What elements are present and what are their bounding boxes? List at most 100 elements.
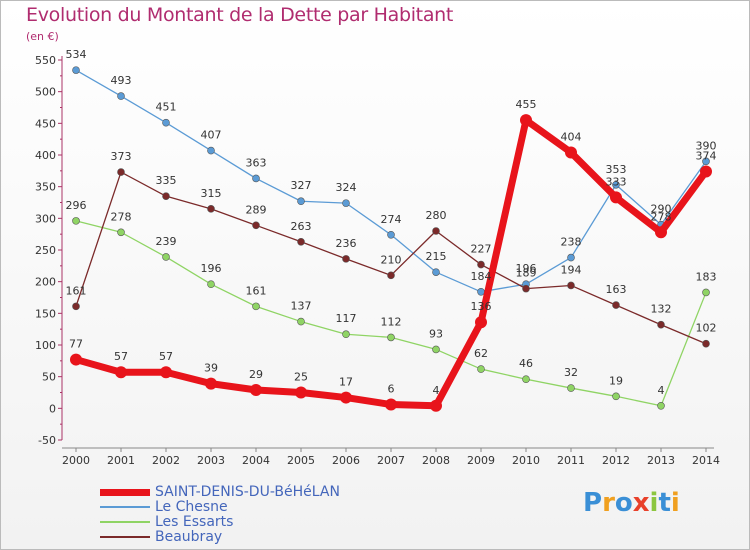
legend-label: Les Essarts xyxy=(155,514,234,530)
data-label: 32 xyxy=(564,366,578,379)
series-point-2 xyxy=(117,228,125,237)
series-point-0 xyxy=(475,316,487,329)
data-label: 57 xyxy=(114,350,128,363)
series-point-1 xyxy=(477,287,485,296)
series-point-3 xyxy=(342,255,350,263)
y-tick-label: 500 xyxy=(35,86,56,99)
series-point-1 xyxy=(387,231,395,239)
x-tick-label: 2013 xyxy=(647,454,675,467)
x-tick-label: 2014 xyxy=(692,454,720,467)
data-label: 455 xyxy=(516,98,537,111)
logo-letter: r xyxy=(602,488,615,518)
data-label: 29 xyxy=(249,368,263,381)
data-label: 196 xyxy=(516,262,537,275)
data-label: 161 xyxy=(246,284,267,297)
data-label: 353 xyxy=(606,163,627,176)
data-label: 363 xyxy=(246,156,267,169)
legend-swatch xyxy=(100,536,150,538)
series-point-0 xyxy=(700,165,712,178)
unit-label: (en €) xyxy=(26,30,59,43)
series-point-2 xyxy=(657,401,665,410)
data-label: 184 xyxy=(471,270,492,283)
data-label: 274 xyxy=(381,213,402,226)
data-label: 183 xyxy=(696,270,717,283)
series-point-2 xyxy=(612,392,620,401)
x-tick-label: 2000 xyxy=(62,454,90,467)
data-label: 6 xyxy=(388,383,395,396)
data-label: 19 xyxy=(609,374,623,387)
series-point-1 xyxy=(207,146,215,155)
series-point-2 xyxy=(72,217,80,225)
series-point-3 xyxy=(162,192,170,200)
series-point-0 xyxy=(115,366,127,379)
data-label: 17 xyxy=(339,376,353,389)
series-point-1 xyxy=(297,197,305,206)
x-tick-label: 2007 xyxy=(377,454,405,467)
data-label: 189 xyxy=(516,267,537,280)
series-point-3 xyxy=(297,237,305,246)
data-label: 493 xyxy=(111,74,132,87)
series-point-3 xyxy=(567,281,575,290)
series-point-1 xyxy=(702,157,710,166)
series-point-2 xyxy=(342,330,350,339)
series-point-3 xyxy=(72,302,80,311)
data-label: 161 xyxy=(66,284,87,297)
logo-letter: x xyxy=(632,488,650,518)
data-label: 25 xyxy=(294,371,308,384)
data-label: 236 xyxy=(336,237,357,250)
data-label: 239 xyxy=(156,235,177,248)
series-point-0 xyxy=(430,399,442,412)
series-point-2 xyxy=(387,333,395,342)
y-tick-label: 100 xyxy=(35,339,56,352)
y-tick-label: 350 xyxy=(35,181,56,194)
data-label: 280 xyxy=(426,209,447,222)
x-tick-label: 2002 xyxy=(152,454,180,467)
data-label: 112 xyxy=(381,315,402,328)
data-label: 227 xyxy=(471,243,492,256)
logo-letter: P xyxy=(583,488,603,518)
data-label: 315 xyxy=(201,187,222,200)
y-tick-label: 300 xyxy=(35,212,56,225)
x-tick-label: 2001 xyxy=(107,454,135,467)
data-label: 215 xyxy=(426,250,447,263)
series-point-2 xyxy=(252,302,260,311)
series-point-2 xyxy=(477,365,485,373)
data-label: 333 xyxy=(606,175,627,188)
data-label: 62 xyxy=(474,347,488,360)
data-label: 390 xyxy=(696,139,717,152)
data-label: 238 xyxy=(561,236,582,249)
legend-swatch xyxy=(100,506,150,508)
data-label: 335 xyxy=(156,174,177,187)
data-label: 278 xyxy=(111,210,132,223)
series-point-0 xyxy=(610,191,622,204)
series-point-3 xyxy=(252,221,260,230)
x-tick-label: 2012 xyxy=(602,454,630,467)
series-point-0 xyxy=(250,383,262,396)
series-point-1 xyxy=(72,66,80,74)
x-tick-label: 2003 xyxy=(197,454,225,467)
y-tick-label: 200 xyxy=(35,276,56,289)
logo-letter: t xyxy=(658,488,671,518)
series-point-0 xyxy=(295,386,307,399)
x-tick-label: 2010 xyxy=(512,454,540,467)
y-tick-label: 250 xyxy=(35,244,56,257)
legend-label: Le Chesne xyxy=(155,499,228,515)
data-label: 163 xyxy=(606,283,627,296)
legend-swatch xyxy=(100,521,150,523)
x-tick-label: 2006 xyxy=(332,454,360,467)
series-point-0 xyxy=(385,398,397,411)
data-label: 117 xyxy=(336,312,357,325)
series-point-3 xyxy=(387,271,395,280)
data-label: 290 xyxy=(651,203,672,216)
data-label: 407 xyxy=(201,129,222,142)
data-label: 194 xyxy=(561,263,582,276)
data-label: 57 xyxy=(159,350,173,363)
data-label: 289 xyxy=(246,203,267,216)
series-point-2 xyxy=(207,280,215,289)
series-point-2 xyxy=(702,288,710,297)
legend-label: Beaubray xyxy=(155,529,223,545)
logo-letter: i xyxy=(670,488,680,518)
series-point-1 xyxy=(342,199,350,207)
y-tick-label: 50 xyxy=(42,371,56,384)
